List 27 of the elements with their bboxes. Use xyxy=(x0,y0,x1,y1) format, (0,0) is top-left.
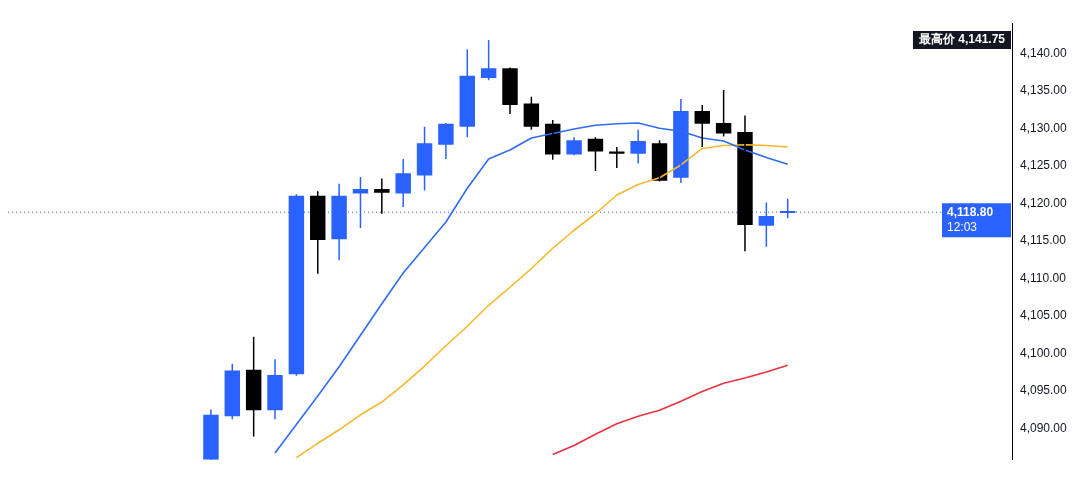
y-tick-label: 4,140.00 xyxy=(1020,45,1068,60)
ref-line-label: 4,118.80 xyxy=(947,204,994,219)
candlestick xyxy=(374,177,390,215)
y-tick-label: 4,135.00 xyxy=(1020,83,1068,98)
y-tick-label: 4,105.00 xyxy=(1020,308,1068,323)
y-tick-label: 4,120.00 xyxy=(1020,195,1068,210)
candlestick xyxy=(459,48,475,138)
y-tick-label: 4,100.00 xyxy=(1020,345,1068,360)
candlestick xyxy=(245,336,262,438)
candlestick xyxy=(310,190,326,275)
y-tick-label: 4,115.00 xyxy=(1020,233,1067,248)
candlestick xyxy=(630,128,646,165)
annotation: 最高价 4,141.75 xyxy=(917,32,1006,47)
candlestick xyxy=(609,146,625,169)
y-tick-label: 4,110.00 xyxy=(1020,270,1067,285)
candlestick xyxy=(267,358,283,421)
annotation: 12:03 xyxy=(947,219,978,234)
candlestick xyxy=(480,39,497,81)
y-tick-label: 4,125.00 xyxy=(1020,158,1068,173)
candlestick xyxy=(523,95,540,131)
candlestick xyxy=(416,125,433,192)
candlestick xyxy=(438,122,454,160)
y-tick-label: 4,090.00 xyxy=(1020,420,1068,435)
y-tick-label: 4,130.00 xyxy=(1020,120,1068,135)
candlestick xyxy=(694,104,710,148)
candlestick xyxy=(502,66,518,115)
y-tick-label: 4,095.00 xyxy=(1020,383,1068,398)
